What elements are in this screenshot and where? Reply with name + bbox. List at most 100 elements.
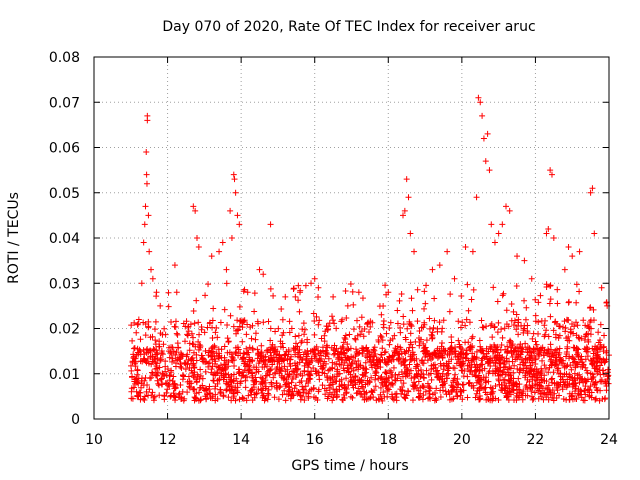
data-point <box>595 329 602 336</box>
data-point <box>144 381 151 388</box>
data-point <box>139 358 146 365</box>
data-point <box>372 370 379 377</box>
data-point <box>460 359 467 366</box>
data-point <box>412 338 419 345</box>
data-point <box>547 296 554 303</box>
data-point <box>333 391 340 398</box>
data-point <box>152 341 159 348</box>
data-point <box>582 322 589 329</box>
data-point <box>455 337 462 344</box>
data-point <box>226 374 233 381</box>
data-point <box>251 308 258 315</box>
data-point <box>328 344 335 351</box>
data-point <box>288 379 295 386</box>
data-point <box>200 386 207 393</box>
data-point <box>357 378 364 385</box>
data-point <box>160 341 167 348</box>
data-point <box>547 283 554 290</box>
data-point <box>467 343 474 350</box>
data-point <box>336 386 343 393</box>
data-point <box>590 317 597 324</box>
data-point <box>129 373 136 380</box>
data-point <box>499 354 506 361</box>
data-point <box>539 344 546 351</box>
data-point <box>413 371 420 378</box>
data-point <box>197 366 204 373</box>
data-point <box>565 317 572 324</box>
data-point <box>366 379 373 386</box>
data-point <box>356 379 363 386</box>
data-point <box>570 344 577 351</box>
data-point <box>180 397 187 404</box>
data-point <box>286 386 293 393</box>
data-point <box>550 352 557 359</box>
y-tick-label: 0.04 <box>49 231 80 247</box>
data-point <box>142 332 149 339</box>
data-point <box>177 350 184 357</box>
data-point <box>267 325 274 332</box>
data-point <box>143 171 150 178</box>
data-point <box>286 383 293 390</box>
data-point <box>193 378 200 385</box>
data-point <box>444 248 451 255</box>
data-point <box>247 358 254 365</box>
data-point <box>547 167 554 174</box>
data-point <box>212 391 219 398</box>
data-point <box>344 302 351 309</box>
data-point <box>267 221 274 228</box>
data-point <box>206 320 213 327</box>
data-point <box>434 345 441 352</box>
data-point <box>489 385 496 392</box>
y-tick-label: 0.08 <box>49 50 80 66</box>
data-point <box>412 365 419 372</box>
data-point <box>495 372 502 379</box>
data-point <box>253 369 260 376</box>
data-point <box>350 301 357 308</box>
data-point <box>262 377 269 384</box>
data-point <box>414 318 421 325</box>
data-point <box>543 230 550 237</box>
data-point <box>271 358 278 365</box>
data-point <box>411 351 418 358</box>
data-point <box>258 379 265 386</box>
data-point <box>193 297 200 304</box>
data-point <box>290 286 297 293</box>
data-point <box>548 171 555 178</box>
data-point <box>286 329 293 336</box>
data-point <box>338 361 345 368</box>
data-point <box>402 336 409 343</box>
data-point <box>426 394 433 401</box>
data-point <box>580 397 587 404</box>
data-point <box>391 332 398 339</box>
data-point <box>479 361 486 368</box>
data-point <box>489 390 496 397</box>
data-point <box>586 318 593 325</box>
data-point <box>349 288 356 295</box>
data-point <box>199 382 206 389</box>
grid <box>94 57 609 419</box>
data-point <box>582 391 589 398</box>
data-point <box>514 381 521 388</box>
data-point <box>450 379 457 386</box>
data-point <box>480 350 487 357</box>
data-point <box>214 334 221 341</box>
data-point <box>395 355 402 362</box>
data-point <box>594 387 601 394</box>
data-point <box>211 370 218 377</box>
data-point <box>148 374 155 381</box>
data-point <box>507 365 514 372</box>
data-point <box>550 397 557 404</box>
data-point <box>234 380 241 387</box>
data-point <box>401 362 408 369</box>
data-point <box>217 319 224 326</box>
data-point <box>381 349 388 356</box>
data-point <box>430 324 437 331</box>
data-point <box>267 285 274 292</box>
data-point <box>338 318 345 325</box>
data-point <box>576 371 583 378</box>
data-point <box>292 343 299 350</box>
x-tick-label: 18 <box>379 432 397 448</box>
data-point <box>141 221 148 228</box>
data-point <box>389 352 396 359</box>
data-point <box>389 380 396 387</box>
